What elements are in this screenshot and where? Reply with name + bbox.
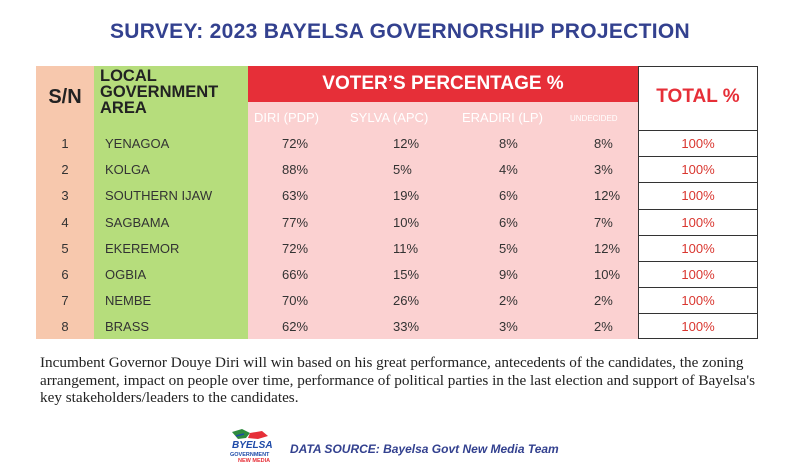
data-source: DATA SOURCE: Bayelsa Govt New Media Team (290, 442, 559, 456)
row-undecided: 7% (594, 215, 613, 230)
row-lga: YENAGOA (105, 136, 170, 151)
row-lga: SAGBAMA (105, 215, 170, 230)
row-diri: 72% (282, 136, 309, 151)
lga-column (94, 66, 248, 339)
row-eradiri: 4% (499, 162, 518, 177)
voter-percentage-header: VOTER’S PERCENTAGE % (248, 66, 638, 102)
row-undecided: 12% (594, 188, 621, 203)
row-undecided: 10% (594, 267, 621, 282)
total-row-divider (638, 156, 758, 157)
candidate-header-undecided: UNDECIDED (570, 114, 618, 123)
candidate-header-eradiri: ERADIRI (LP) (462, 110, 543, 125)
row-eradiri: 3% (499, 319, 518, 334)
logo-line-2: NEW MEDIA (238, 458, 271, 464)
voter-percentage-column (248, 66, 638, 339)
row-total: 100% (681, 215, 715, 230)
commentary-note: Incumbent Governor Douye Diri will win b… (40, 354, 756, 406)
row-sylva: 33% (393, 319, 420, 334)
row-sn: 5 (61, 241, 69, 256)
row-lga: SOUTHERN IJAW (105, 188, 213, 203)
logo-line-1: GOVERNMENT (230, 452, 270, 458)
row-diri: 62% (282, 319, 309, 334)
row-sylva: 5% (393, 162, 412, 177)
row-sylva: 19% (393, 188, 420, 203)
page-title: SURVEY: 2023 BAYELSA GOVERNORSHIP PROJEC… (110, 20, 690, 43)
map-icon (232, 429, 268, 439)
row-undecided: 12% (594, 241, 621, 256)
total-header: TOTAL % (656, 86, 740, 107)
row-sn: 2 (61, 162, 69, 177)
row-sn: 6 (61, 267, 69, 282)
candidate-header-diri: DIRI (PDP) (254, 110, 319, 125)
row-total: 100% (681, 319, 715, 334)
row-eradiri: 9% (499, 267, 518, 282)
total-row-divider (638, 209, 758, 210)
row-lga: KOLGA (105, 162, 150, 177)
row-diri: 77% (282, 215, 309, 230)
row-sn: 8 (61, 319, 69, 334)
total-row-divider (638, 182, 758, 183)
row-undecided: 3% (594, 162, 613, 177)
row-eradiri: 5% (499, 241, 518, 256)
row-sn: 1 (61, 136, 69, 151)
sn-column (36, 66, 94, 339)
row-sylva: 26% (393, 293, 420, 308)
row-eradiri: 6% (499, 215, 518, 230)
row-sylva: 10% (393, 215, 420, 230)
row-diri: 66% (282, 267, 309, 282)
row-total: 100% (681, 267, 715, 282)
lga-header: LOCAL GOVERNMENT AREA (100, 67, 219, 117)
row-sylva: 11% (393, 241, 419, 256)
row-lga: BRASS (105, 319, 150, 334)
row-lga: NEMBE (105, 293, 152, 308)
total-row-divider (638, 313, 758, 314)
row-eradiri: 8% (499, 136, 518, 151)
row-undecided: 8% (594, 136, 613, 151)
row-sn: 7 (61, 293, 69, 308)
logo-main-text: BYELSA (232, 440, 273, 451)
row-lga: OGBIA (105, 267, 147, 282)
row-diri: 70% (282, 293, 309, 308)
row-sylva: 15% (393, 267, 420, 282)
row-sylva: 12% (393, 136, 420, 151)
row-undecided: 2% (594, 319, 613, 334)
total-row-divider (638, 287, 758, 288)
bayelsa-new-media-logo: BYELSA GOVERNMENT NEW MEDIA (228, 428, 280, 468)
row-diri: 72% (282, 241, 309, 256)
row-total: 100% (681, 136, 715, 151)
row-total: 100% (681, 241, 715, 256)
total-column (638, 66, 758, 339)
total-row-divider (638, 130, 758, 131)
row-sn: 3 (61, 188, 69, 203)
row-sn: 4 (61, 215, 69, 230)
row-total: 100% (681, 162, 715, 177)
row-diri: 63% (282, 188, 309, 203)
row-total: 100% (681, 293, 715, 308)
row-diri: 88% (282, 162, 309, 177)
total-row-divider (638, 261, 758, 262)
row-undecided: 2% (594, 293, 613, 308)
row-eradiri: 6% (499, 188, 518, 203)
row-total: 100% (681, 188, 715, 203)
total-row-divider (638, 235, 758, 236)
candidate-header-sylva: SYLVA (APC) (350, 110, 429, 125)
sn-header: S/N (48, 86, 82, 108)
row-lga: EKEREMOR (105, 241, 180, 256)
footer: BYELSA GOVERNMENT NEW MEDIA DATA SOURCE:… (228, 428, 568, 468)
row-eradiri: 2% (499, 293, 518, 308)
